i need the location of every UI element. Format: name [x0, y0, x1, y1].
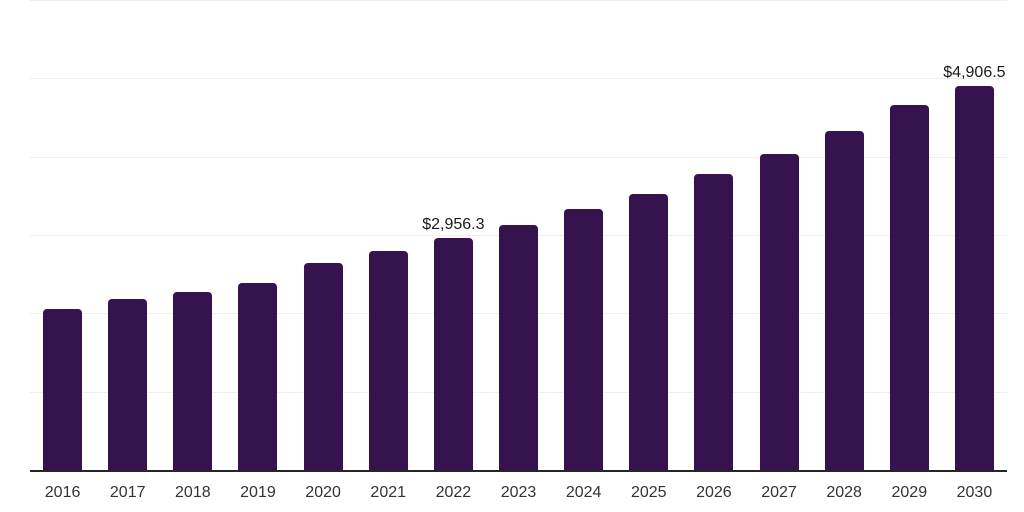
x-tick-label-2023: 2023 [500, 484, 537, 501]
bar-2028 [824, 131, 864, 470]
bar-2025 [629, 194, 669, 470]
bar-2021 [368, 251, 408, 470]
x-tick-label-2028: 2028 [826, 484, 862, 501]
x-tick-label-2027: 2027 [761, 484, 797, 501]
x-tick-label-2025: 2025 [630, 484, 667, 501]
x-tick-label-2018: 2018 [175, 484, 211, 501]
gridline [30, 156, 1007, 158]
x-tick-label-2021: 2021 [370, 484, 407, 501]
x-tick-label-2022: 2022 [435, 484, 472, 501]
bar-value-label-2030: $4,906.5 [943, 63, 1006, 81]
x-tick-label-2016: 2016 [44, 484, 81, 501]
x-tick-label-2017: 2017 [109, 484, 146, 501]
bar-2023 [499, 225, 538, 470]
x-tick-label-2020: 2020 [305, 484, 341, 501]
bar-2030 [954, 85, 994, 470]
bar-2019 [238, 283, 278, 470]
bar-2026 [694, 174, 734, 470]
bar-2017 [108, 299, 148, 470]
x-axis-line [30, 470, 1007, 472]
bar-2020 [303, 263, 343, 470]
bar-2016 [43, 309, 83, 470]
bar-value-label-2022: $2,956.3 [422, 216, 485, 234]
x-tick-label-2026: 2026 [696, 484, 732, 501]
gridline [30, 78, 1007, 80]
bar-2029 [889, 105, 929, 470]
bar-2027 [759, 154, 799, 470]
x-tick-label-2030: 2030 [956, 484, 993, 501]
bar-2024 [564, 209, 604, 470]
bar-2018 [173, 292, 213, 470]
bar-2022 [433, 238, 473, 470]
x-tick-label-2019: 2019 [240, 484, 276, 501]
x-tick-label-2029: 2029 [891, 484, 928, 501]
x-tick-label-2024: 2024 [565, 484, 602, 501]
gridline [30, 0, 1007, 1]
